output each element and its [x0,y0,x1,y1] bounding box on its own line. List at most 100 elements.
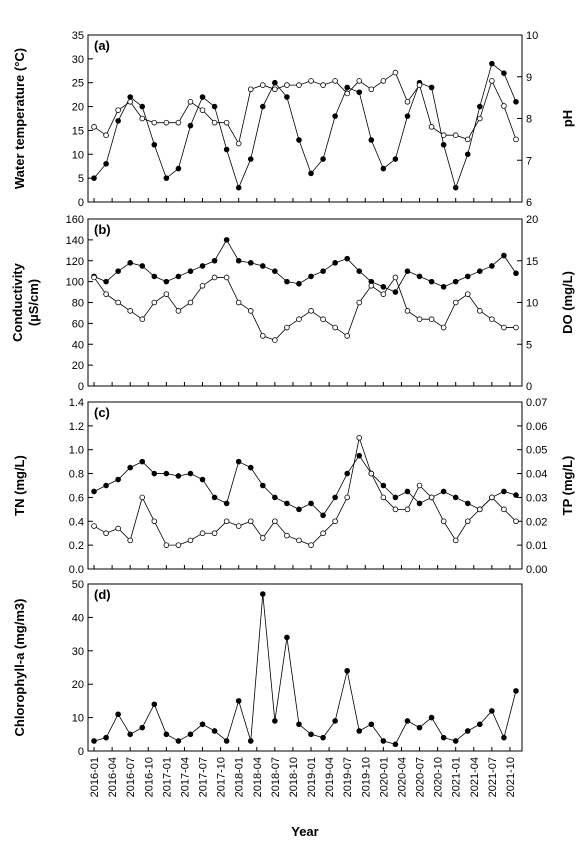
data-point [127,464,133,471]
panel-label: (b) [94,222,111,237]
data-point [489,263,495,269]
y-tick-label: 60 [72,318,84,330]
y-tick-label: 25 [72,78,84,90]
y-tick-label: 40 [72,339,84,351]
data-point [211,103,218,110]
data-point [247,156,254,162]
plot-frame [87,34,523,203]
data-point [296,280,302,287]
data-point [452,132,459,139]
data-point [356,78,363,84]
y-tick-label: 1.4 [69,397,84,409]
y-tick-label: 0.6 [69,492,84,504]
data-point [356,452,363,459]
data-point [139,724,146,731]
data-point [91,523,97,529]
data-point [296,537,302,544]
y-tick-label: 10 [72,713,84,725]
data-point [139,115,146,122]
y-tick-label: 30 [72,646,84,658]
data-point [91,738,97,744]
data-point [272,268,278,274]
data-point [513,688,519,694]
data-point [115,118,121,124]
series-line [93,454,517,516]
y-tick-label: 100 [66,277,84,289]
y-tick-label: 0.2 [69,540,84,552]
data-point [452,537,459,544]
data-point [452,184,459,191]
data-point [175,473,182,479]
data-point [284,278,290,285]
y2-tick-label: 5 [526,339,532,351]
data-point [151,701,158,708]
y2-tick-label: 0.07 [526,397,547,409]
data-point [344,494,350,501]
data-point [464,136,471,143]
data-point [356,89,363,96]
data-point [489,78,495,84]
x-tick-label: 2018-10 [288,757,300,797]
data-point [211,257,218,264]
data-point [428,124,435,130]
y2-tick-label: 0 [526,381,532,393]
x-tick-label: 2018-07 [270,757,282,797]
data-point [247,738,254,744]
data-point [163,278,170,285]
x-tick-label: 2016-07 [125,757,137,797]
data-point [464,500,471,507]
y2-tick-label: 0.04 [526,469,547,481]
data-point [127,94,133,100]
data-point [272,86,278,93]
x-tick-label: 2021-01 [451,757,463,797]
data-point [296,316,302,323]
x-tick-label: 2020-07 [415,757,427,797]
data-point [127,99,133,105]
y2-tick-label: 0.05 [526,445,547,457]
data-point [223,119,230,126]
data-point [91,175,97,181]
y2-tick-label: 0.02 [526,516,547,528]
y2-tick-label: 15 [526,256,538,268]
data-point [260,482,266,489]
y-axis-label: Water temperature (°C) [12,48,27,189]
data-point [151,470,158,477]
data-point [513,518,519,525]
data-point [440,132,447,139]
data-point [211,494,218,501]
data-point [356,434,363,441]
data-point [272,718,278,724]
data-point [440,518,447,525]
data-point [380,165,387,172]
data-point [380,284,387,290]
data-point [284,532,290,539]
y-tick-label: 35 [72,30,84,42]
data-point [356,299,363,306]
data-point [91,274,97,281]
data-point [296,721,302,728]
data-point [368,470,375,477]
data-point [296,506,302,513]
y2-tick-label: 10 [526,298,538,310]
data-point [380,291,387,297]
data-point [199,282,206,289]
data-point [477,506,483,513]
panel-label: (c) [94,405,110,420]
data-point [211,728,218,734]
y2-tick-label: 10 [526,30,538,42]
data-point [235,140,242,147]
data-point [513,270,519,277]
y2-tick-label: 7 [526,155,532,167]
data-point [247,260,254,266]
data-point [175,738,182,744]
data-point [380,494,387,501]
data-point [308,500,314,507]
y2-axis-label: TP (mg/L) [560,456,575,516]
y-tick-label: 0 [78,746,84,758]
data-point [235,184,242,191]
data-point [199,530,206,537]
data-point [272,518,278,525]
data-point [91,488,97,495]
data-point [115,711,121,718]
data-point [103,132,109,139]
